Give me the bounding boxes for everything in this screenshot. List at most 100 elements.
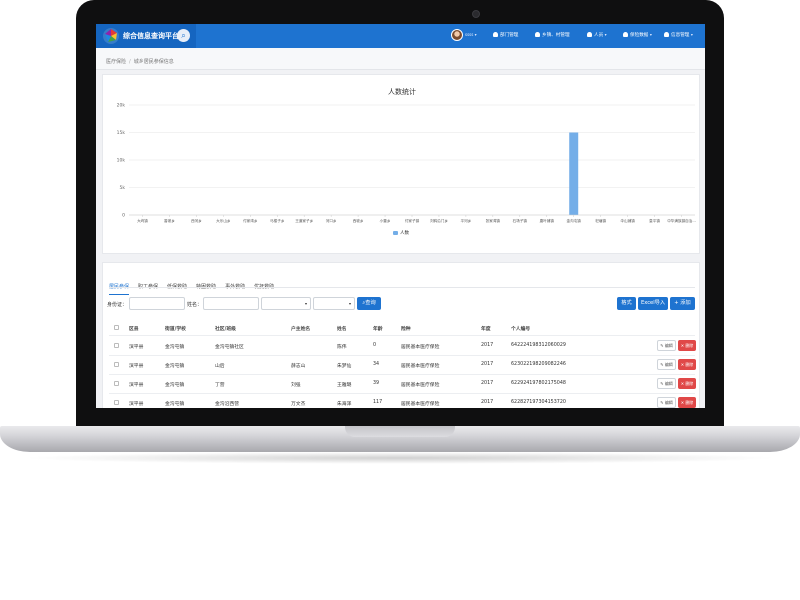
table-row[interactable]: 滨平县 金沟屯镇 金沟屯镇社区 陈伟 0 居民基本医疗保险 2017 642224198312…	[109, 337, 696, 356]
bar-chart: 0 5k 10k 15k 20k 大坞镇 香坡乡 西河乡 大乐山乡 付家湾乡 马楼子乡 王道家子乡 河口…	[117, 103, 696, 223]
delete-button[interactable]: ✕ 删除	[678, 397, 696, 408]
row-checkbox[interactable]	[114, 362, 119, 367]
nav-item-label: 乡镇、村管理	[542, 33, 570, 38]
x-tick-label: 付家子镇	[405, 218, 420, 223]
nav-item-people[interactable]: 人员 ▾	[587, 32, 607, 38]
close-icon: ✕	[680, 362, 686, 367]
webcam-icon	[472, 10, 480, 18]
nav-item-departments[interactable]: 部门管理	[493, 32, 518, 38]
x-tick-label: 大坞镇	[137, 218, 148, 223]
query-button-label: 查询	[365, 300, 376, 306]
header-name[interactable]: 姓名	[337, 327, 347, 332]
header-street[interactable]: 街道/学校	[165, 327, 186, 332]
header-district[interactable]: 区县	[129, 327, 139, 332]
edit-label: 编辑	[664, 381, 673, 386]
colorful-logo-icon	[103, 28, 119, 44]
format-button[interactable]: 格式	[617, 297, 636, 310]
header-year[interactable]: 年度	[481, 327, 491, 332]
user-menu[interactable]: ssss ▾	[465, 32, 477, 37]
table-row[interactable]: 滨平县 金沟屯镇 山后 薛志山 朱梦仙 34 居民基本医疗保险 2017 62302219820…	[109, 356, 696, 375]
delete-button[interactable]: ✕ 删除	[678, 340, 696, 351]
laptop-opening-notch	[345, 426, 455, 437]
row-checkbox[interactable]	[114, 381, 119, 386]
excel-import-button[interactable]: Excel导入	[638, 297, 668, 310]
delete-button[interactable]: ✕ 删除	[678, 359, 696, 370]
y-tick-label: 15k	[117, 130, 126, 136]
row-checkbox[interactable]	[114, 343, 119, 348]
name-input[interactable]	[203, 297, 259, 310]
x-tick-label: 张家湾镇	[486, 218, 501, 223]
y-tick-label: 5k	[120, 185, 126, 191]
edit-button[interactable]: ✎ 编辑	[657, 340, 676, 351]
tab-poverty-aid[interactable]: 特困救助	[196, 283, 216, 294]
tab-bar: 居民参保职工参保低保救助特困救助事外救助优抚救助	[109, 273, 283, 295]
cell-year: 2017	[481, 343, 494, 348]
edit-button[interactable]: ✎ 编辑	[657, 397, 676, 408]
x-tick-label: 平河乡	[461, 218, 472, 223]
header-personal-id[interactable]: 个人编号	[511, 327, 531, 332]
cell-age: 117	[373, 400, 383, 405]
cell-year: 2017	[481, 381, 494, 386]
header-householder[interactable]: 户主姓名	[291, 327, 311, 332]
delete-button[interactable]: ✕ 删除	[678, 378, 696, 389]
cell-district: 滨平县	[129, 402, 144, 407]
cell-district: 滨平县	[129, 383, 144, 388]
select-all-checkbox[interactable]	[114, 325, 119, 330]
delete-label: 删除	[685, 362, 694, 367]
avatar[interactable]	[451, 29, 463, 41]
cell-age: 34	[373, 362, 380, 367]
table-header: 区县 街道/学校 社区/班级 户主姓名 姓名 年龄 险种 年度 个人编号	[109, 320, 695, 336]
row-checkbox[interactable]	[114, 400, 119, 405]
cell-insurance-type: 居民基本医疗保险	[401, 345, 440, 350]
app-title: 综合信息查询平台	[123, 32, 179, 40]
tab-incident-aid[interactable]: 事外救助	[225, 283, 245, 294]
nav-item-info[interactable]: 信息管理 ▾	[664, 32, 693, 38]
close-icon: ✕	[680, 400, 686, 405]
add-button-label: 添加	[680, 300, 691, 306]
header-age[interactable]: 年龄	[373, 327, 383, 332]
town-select[interactable]: ▾	[313, 297, 355, 310]
nav-item-insurance[interactable]: 保险数据 ▾	[623, 32, 652, 38]
edit-button[interactable]: ✎ 编辑	[657, 378, 676, 389]
table-row[interactable]: 滨平县 金沟屯镇 金沟沿西营 万文杰 朱海泽 117 居民基本医疗保险 2017 6228271…	[109, 394, 696, 408]
breadcrumb-item[interactable]: 医疗保险	[106, 59, 127, 65]
chevron-down-icon: ▾	[348, 301, 351, 306]
table-row[interactable]: 滨平县 金沟屯镇 丁营 刘强 王雅璐 39 居民基本医疗保险 2017 622924197802…	[109, 375, 696, 394]
x-tick-label: 伞山铺镇	[620, 218, 635, 223]
x-tick-label: 河口乡	[326, 218, 337, 223]
cell-age: 39	[373, 381, 380, 386]
tab-resident-insurance[interactable]: 居民参保	[109, 283, 130, 295]
x-tick-label: 杞塘镇	[595, 218, 606, 223]
close-icon: ✕	[680, 381, 686, 386]
delete-label: 删除	[685, 381, 694, 386]
id-number-input[interactable]	[129, 297, 185, 310]
tab-low-income-aid[interactable]: 低保救助	[167, 283, 187, 294]
cell-personal-id: 622827197304153720	[511, 400, 566, 405]
y-tick-label: 0	[122, 213, 125, 219]
chevron-down-icon: ▾	[304, 301, 307, 306]
search-icon: ⌕	[362, 300, 366, 306]
chart-legend[interactable]: 人数	[393, 230, 409, 236]
tab-employee-insurance[interactable]: 职工参保	[138, 283, 158, 294]
breadcrumb-separator: /	[129, 59, 131, 65]
search-icon[interactable]: ⌕	[177, 29, 190, 42]
cell-community: 金沟屯镇社区	[215, 345, 244, 350]
header-community[interactable]: 社区/班级	[215, 327, 236, 332]
add-button[interactable]: + 添加	[670, 297, 695, 310]
query-button[interactable]: ⌕查询	[357, 297, 381, 310]
cell-street: 金沟屯镇	[165, 402, 185, 407]
nav-item-towns[interactable]: 乡镇、村管理	[535, 32, 570, 38]
header-insurance-type[interactable]: 险种	[401, 327, 411, 332]
cell-insurance-type: 居民基本医疗保险	[401, 383, 440, 388]
x-tick-label: 香坡乡	[164, 218, 175, 223]
district-select[interactable]: ▾	[261, 297, 311, 310]
user-icon	[493, 32, 498, 37]
close-icon: ✕	[680, 343, 686, 348]
cell-age: 0	[373, 343, 377, 348]
edit-button[interactable]: ✎ 编辑	[657, 359, 676, 370]
cell-street: 金沟屯镇	[165, 364, 185, 369]
cell-name: 朱梦仙	[337, 364, 352, 369]
nav-item-label: 信息管理	[671, 33, 690, 38]
tab-veteran-aid[interactable]: 优抚救助	[254, 283, 274, 294]
nav-item-label: 保险数据	[630, 33, 649, 38]
